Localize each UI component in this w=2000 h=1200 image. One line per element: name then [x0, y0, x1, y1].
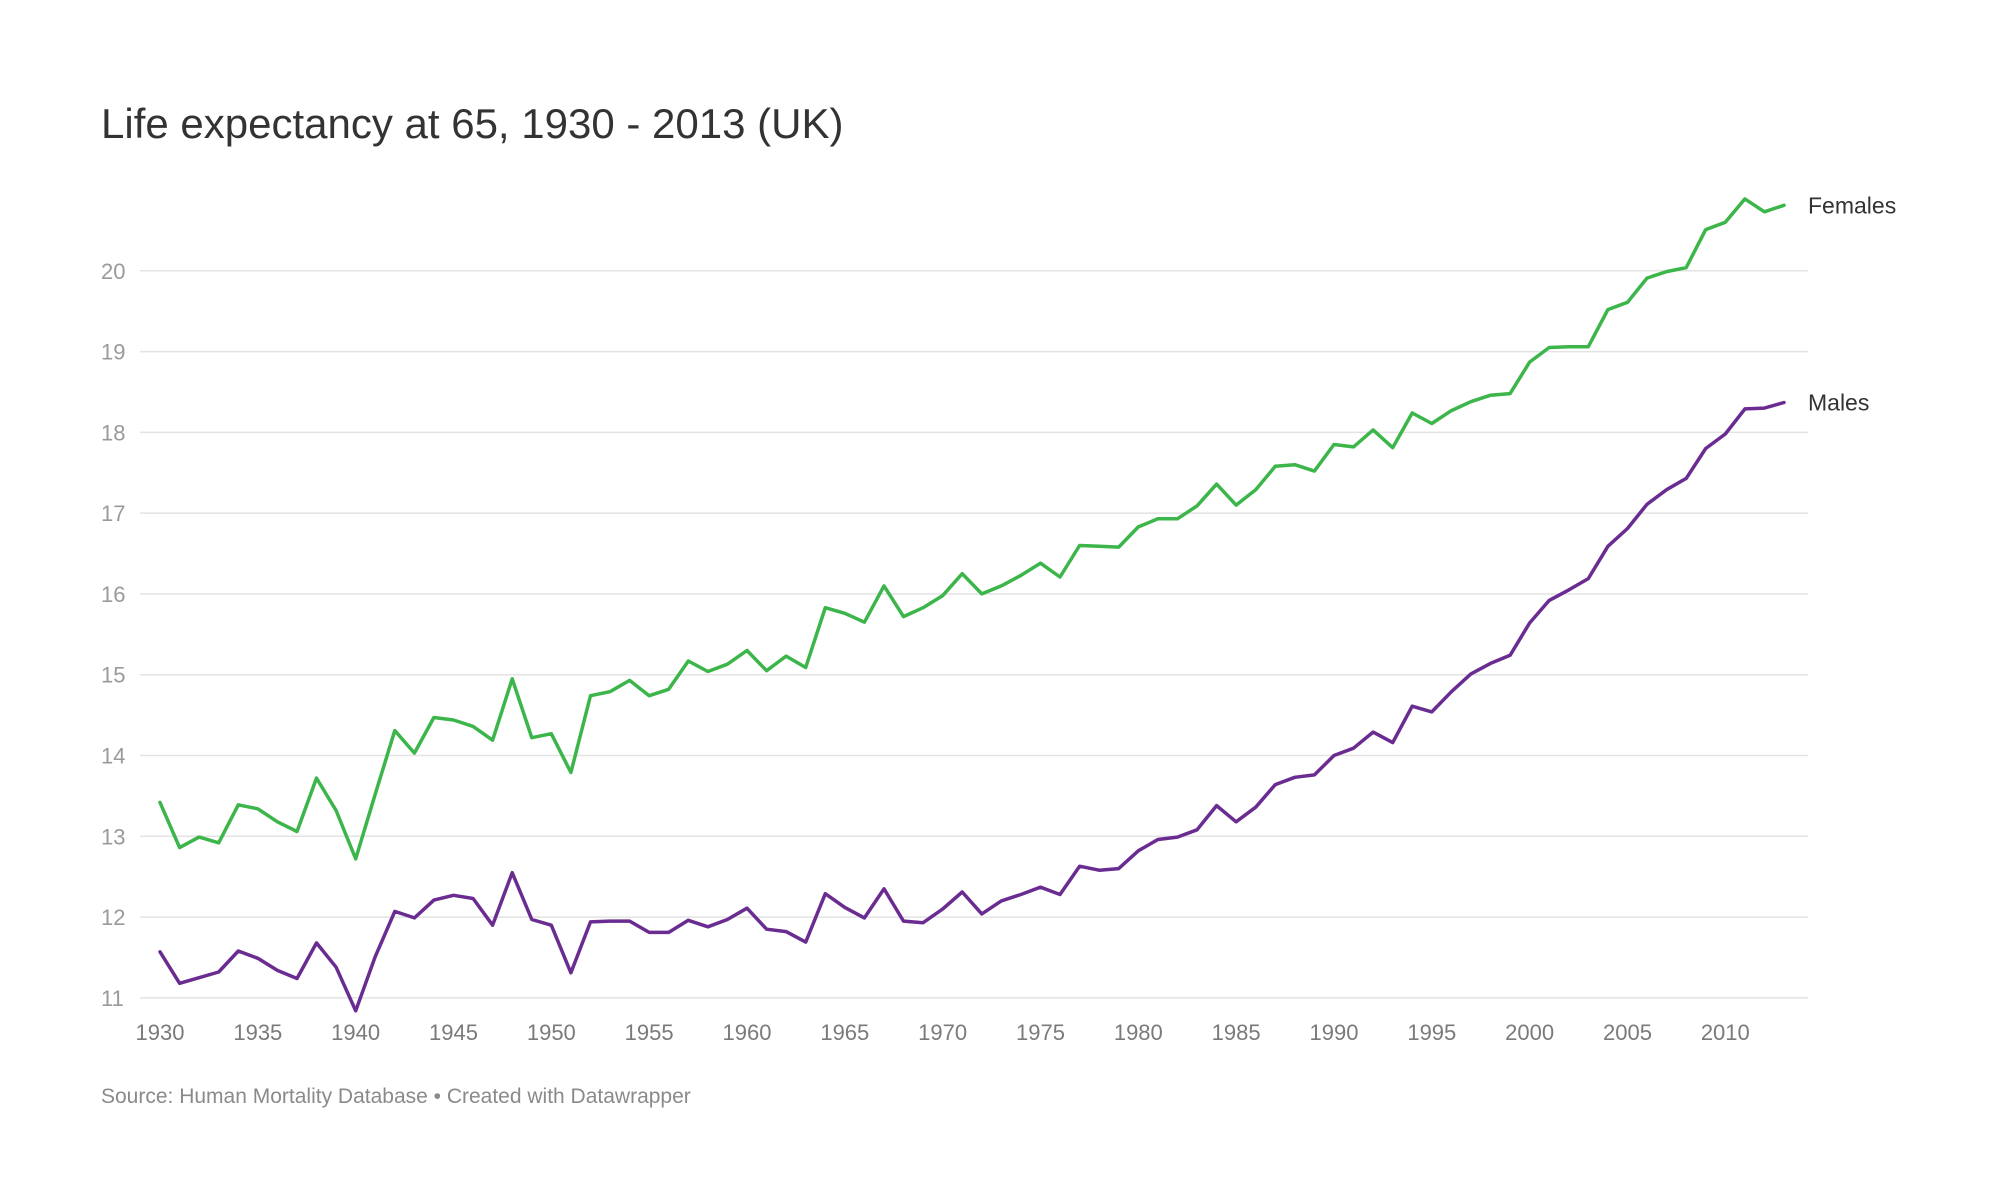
y-tick-label: 18: [101, 420, 125, 445]
x-tick-label: 2000: [1505, 1020, 1554, 1045]
x-tick-label: 1970: [918, 1020, 967, 1045]
y-tick-label: 14: [101, 744, 125, 769]
x-tick-label: 1975: [1016, 1020, 1065, 1045]
males-series-label: Males: [1808, 389, 1869, 415]
females-line: [158, 197, 1786, 861]
x-tick-label: 1940: [331, 1020, 380, 1045]
gridlines: [140, 270, 1808, 999]
x-tick-label: 1945: [429, 1020, 478, 1045]
y-tick-label: 19: [101, 340, 125, 365]
x-tick-label: 1955: [625, 1020, 674, 1045]
x-tick-label: 1965: [820, 1020, 869, 1045]
females-series-label: Females: [1808, 192, 1896, 218]
chart-title: Life expectancy at 65, 1930 - 2013 (UK): [101, 100, 844, 147]
x-tick-label: 1960: [723, 1020, 772, 1045]
source-note: Source: Human Mortality Database • Creat…: [101, 1085, 691, 1108]
x-tick-label: 1985: [1212, 1020, 1261, 1045]
y-tick-label: 16: [101, 582, 125, 607]
y-tick-label: 11: [101, 986, 124, 1011]
x-tick-label: 1950: [527, 1020, 576, 1045]
y-tick-label: 13: [101, 824, 125, 849]
y-tick-label: 12: [101, 905, 125, 930]
y-tick-label: 17: [101, 501, 125, 526]
y-tick-label: 20: [101, 259, 125, 284]
x-tick-label: 1935: [233, 1020, 282, 1045]
x-tick-label: 2005: [1603, 1020, 1652, 1045]
y-axis-ticks: 11 12 13 14 15 16 17 18 19 20: [101, 259, 125, 1011]
x-tick-label: 1980: [1114, 1020, 1163, 1045]
series-labels: Females Males: [1808, 192, 1896, 415]
x-tick-label: 1930: [136, 1020, 185, 1045]
x-axis-ticks: 1930 1935 1940 1945 1950 1955 1960 1965 1970 1975…: [136, 1020, 1750, 1045]
series-lines: [158, 197, 1786, 1013]
x-tick-label: 2010: [1701, 1020, 1750, 1045]
x-tick-label: 1990: [1309, 1020, 1358, 1045]
males-line: [158, 400, 1786, 1013]
x-tick-label: 1995: [1407, 1020, 1456, 1045]
y-tick-label: 15: [101, 663, 125, 688]
